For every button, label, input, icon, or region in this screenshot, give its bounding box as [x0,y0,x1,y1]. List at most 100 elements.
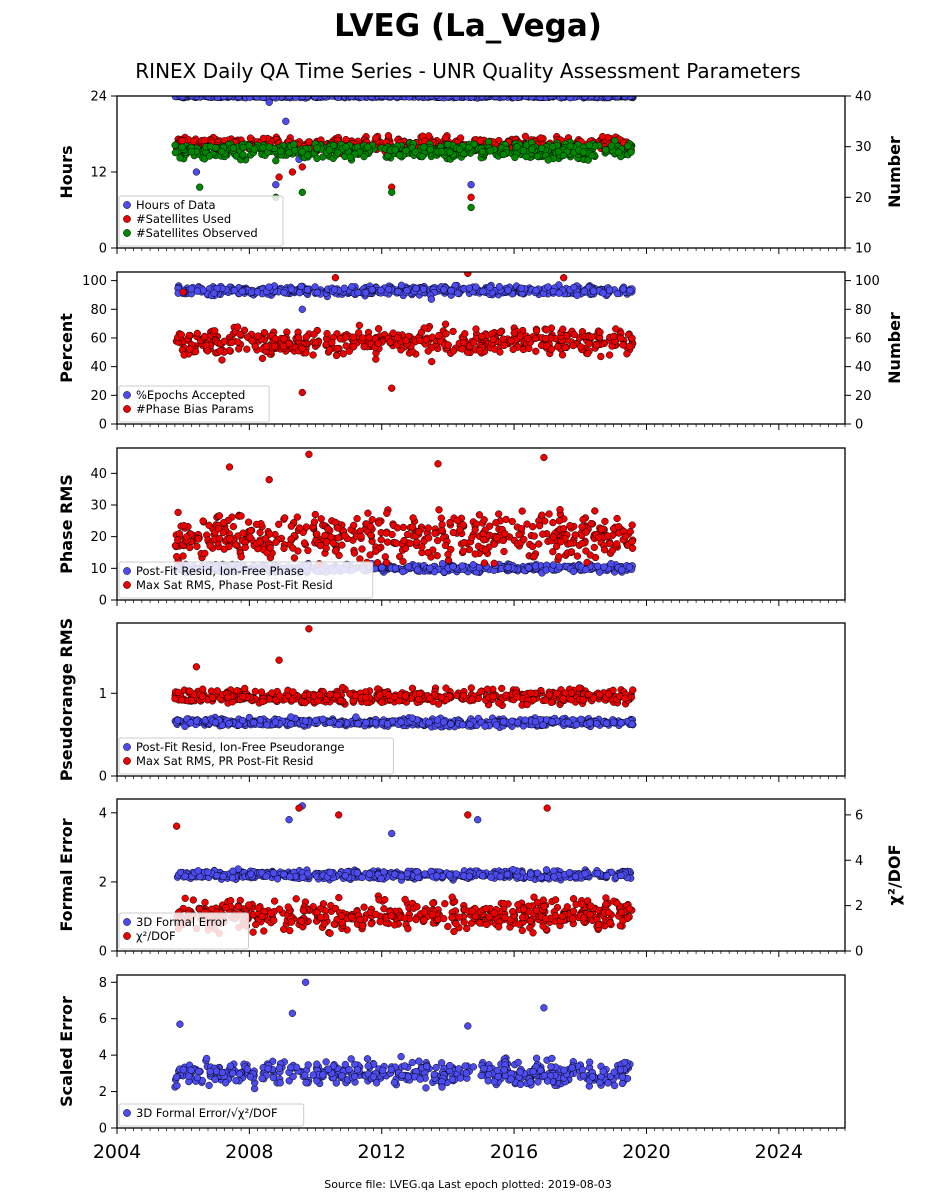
panel-4-points [171,625,637,732]
legend-label: Max Sat RMS, Phase Post-Fit Resid [136,578,333,592]
data-point [585,141,593,149]
data-point [613,289,622,298]
data-point [472,325,480,333]
data-point [298,163,306,171]
data-point [353,514,361,523]
data-point [259,134,268,143]
data-point [406,539,414,548]
data-point [378,96,386,100]
data-point [424,347,432,355]
legend-label: %Epochs Accepted [136,388,245,402]
data-point [342,143,350,151]
data-point [265,143,273,151]
data-point [342,333,350,341]
data-point [211,327,219,335]
data-point [173,552,181,561]
data-point [215,534,224,543]
legend-label: Hours of Data [136,198,216,212]
data-point [628,537,636,546]
data-point [499,335,507,343]
data-point [579,148,588,156]
data-point [531,562,540,570]
data-point [570,283,578,292]
data-point [521,132,530,141]
data-point [220,337,228,345]
data-point [578,539,586,548]
data-point [495,510,503,518]
data-point [239,150,247,159]
data-point [605,286,614,294]
data-point [480,516,488,524]
y-tick-label: 80 [90,303,107,318]
legend-marker [123,405,131,413]
data-point [326,690,334,698]
data-point [471,550,479,558]
data-point [352,713,360,721]
data-point [330,141,338,150]
data-point [193,542,201,551]
data-point [293,513,301,521]
data-point [611,137,619,145]
data-point [348,283,356,291]
data-point [438,693,446,702]
data-point [601,517,609,526]
data-point [555,148,563,156]
data-point [559,525,568,533]
data-point [317,515,325,523]
data-point [247,526,255,535]
data-point [211,718,220,727]
y2-tick-label: 60 [855,331,872,346]
data-point [528,542,537,551]
data-point [210,289,218,297]
data-point [275,173,283,181]
legend-label: Post-Fit Resid, Ion-Free Phase [136,564,304,578]
data-point [311,510,319,519]
data-point [535,540,543,548]
data-point [469,561,477,569]
data-point [441,320,450,328]
data-point [433,716,442,724]
data-point [365,333,373,342]
data-point [178,143,186,151]
data-point [342,342,350,350]
data-point [241,684,249,693]
data-point [253,96,261,101]
data-point [256,716,265,724]
data-point [400,536,408,545]
data-point [549,533,558,541]
data-point [178,696,186,704]
data-point [609,718,618,726]
data-point [391,564,400,572]
data-point [598,132,607,141]
series-2 [171,625,637,710]
data-point [187,696,196,704]
y-tick-label: 60 [90,331,107,346]
data-point [397,718,405,726]
data-point [296,289,304,297]
series-3 [171,137,636,212]
y-tick-label: 20 [90,389,107,404]
data-point [216,347,224,355]
data-point [572,721,581,729]
data-point [205,152,214,160]
data-point [208,693,217,702]
data-point [554,343,562,351]
data-point [358,545,366,553]
data-point [440,718,448,726]
data-point [248,337,256,345]
data-point [175,529,184,538]
data-point [449,528,457,537]
data-point [542,326,551,334]
data-point [628,544,637,552]
data-point [559,695,567,703]
data-point [530,532,538,540]
legend-label: #Phase Bias Params [136,402,254,416]
data-point [555,289,563,297]
data-point [246,134,255,142]
data-point [507,337,515,345]
data-point [180,522,188,530]
data-point [349,333,357,341]
data-point [326,718,334,727]
data-point [467,203,475,212]
